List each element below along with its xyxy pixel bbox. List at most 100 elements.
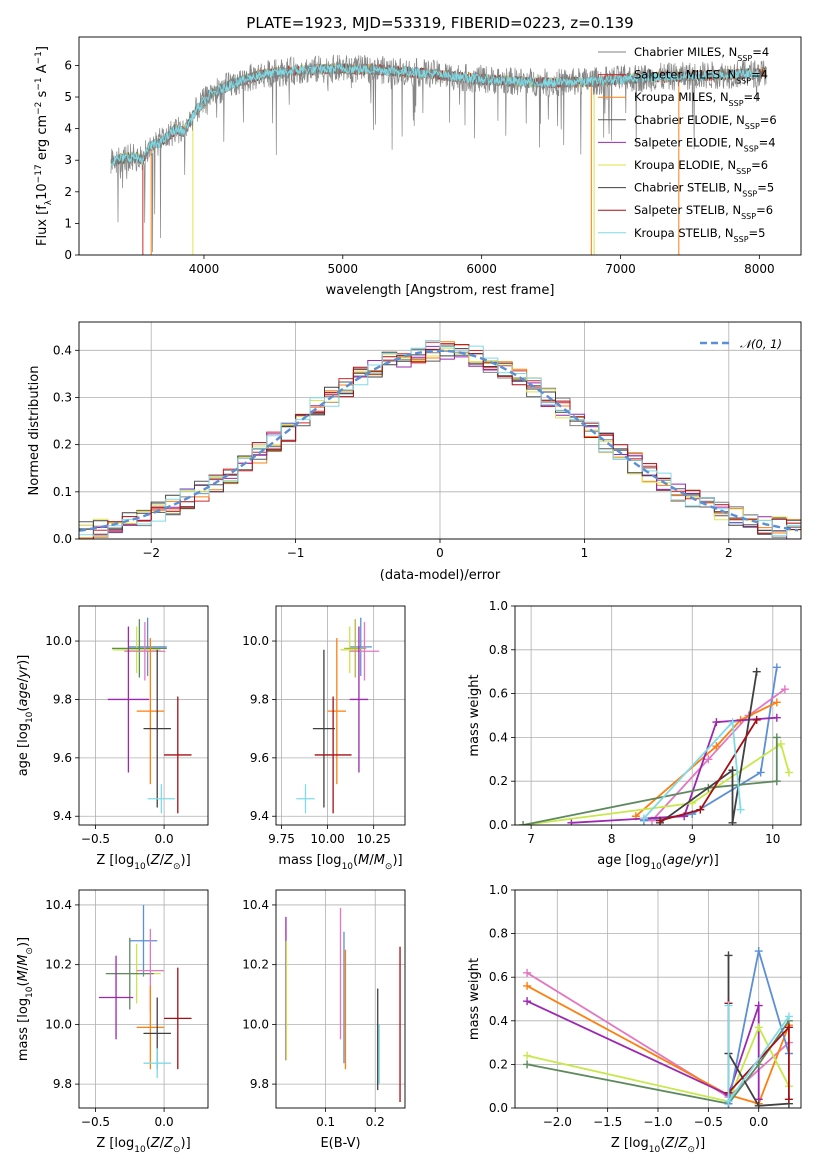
y-tick-label: 2	[64, 185, 72, 199]
weight-marker	[752, 667, 761, 676]
weight-line-lime	[526, 1025, 790, 1103]
x-axis-label: Z [log10(Z/Z⊙)]	[96, 853, 190, 872]
y-tick-label: 10.0	[45, 1017, 72, 1031]
legend-label: Salpeter ELODIE, NSSP=4	[634, 135, 776, 153]
weight-marker	[724, 1001, 733, 1010]
weight-marker	[772, 713, 781, 722]
legend-label: 𝒩(0, 1)	[740, 337, 782, 351]
weight-marker	[724, 1097, 733, 1106]
axes-frame	[514, 605, 802, 826]
x-tick-label: −1.5	[593, 1115, 622, 1129]
y-tick-label: 10.0	[242, 634, 269, 648]
errorbars	[98, 904, 192, 1079]
weight-marker	[772, 663, 781, 672]
spectrum-data	[110, 54, 767, 253]
x-tick-label: 0.0	[749, 1115, 768, 1129]
axes-frame	[78, 889, 209, 1109]
x-tick-label: 1	[581, 546, 589, 560]
x-axis-label: wavelength [Angstrom, rest frame]	[326, 283, 555, 298]
errorbars	[296, 617, 380, 814]
axes-frame	[78, 36, 802, 256]
weight-marker	[567, 818, 576, 825]
chart-title: PLATE=1923, MJD=53319, FIBERID=0223, z=0…	[246, 14, 633, 32]
legend-label: Kroupa ELODIE, NSSP=6	[634, 158, 768, 176]
weight-marker	[728, 718, 737, 727]
y-tick-label: 4	[64, 122, 72, 136]
x-tick-label: 10.25	[356, 832, 390, 846]
weight-marker	[712, 742, 721, 751]
x-tick-label: 0.0	[155, 1115, 174, 1129]
weight-marker	[728, 766, 737, 775]
y-tick-label: 9.8	[250, 1077, 269, 1091]
x-axis-label: age [log10(age/yr)]	[597, 853, 719, 872]
y-tick-label: 10.2	[242, 958, 269, 972]
y-axis-label: Flux [fλ10−17 erg cm−2 s−1 A−1]	[34, 46, 54, 246]
y-tick-label: 6	[64, 58, 72, 72]
x-tick-label: −2	[142, 546, 160, 560]
x-tick-label: 0.2	[366, 1115, 385, 1129]
weight-marker	[728, 818, 737, 825]
weight-marker	[784, 768, 793, 777]
y-tick-label: 0.2	[489, 774, 508, 788]
x-tick-label: 7000	[605, 262, 636, 276]
mass_weight_vs_age-panel: 7 8 9 10 0.0 0.2 0.4 0.6 0.8 1.0 age [log10(age/yr…	[467, 599, 802, 872]
weight-marker	[736, 805, 745, 814]
y-tick-label: 0.1	[53, 485, 72, 499]
weight-marker	[724, 951, 733, 960]
y-axis-label: mass weight	[467, 958, 482, 1040]
y-tick-label: 0.0	[53, 532, 72, 546]
y-tick-label: 0.8	[489, 643, 508, 657]
x-tick-label: 0.1	[316, 1115, 335, 1129]
weight-line-salpeter_elodie	[526, 1000, 760, 1100]
x-tick-label: 2	[725, 546, 733, 560]
weight-line-kroupa_miles	[635, 701, 778, 817]
y-tick-label: 1.0	[489, 599, 508, 613]
y-axis-label: mass [log10(M/M⊙)]	[16, 937, 35, 1061]
age_vs_mass-panel: 9.75 10.00 10.25 9.4 9.6 9.8 10.0 mass [log10(M…	[242, 605, 406, 872]
weight-marker	[523, 981, 532, 990]
weight-marker	[754, 1023, 763, 1032]
axes-frame	[275, 889, 406, 1109]
weight-marker	[523, 1060, 532, 1069]
weight-marker	[523, 997, 532, 1006]
x-tick-label: 9	[688, 832, 696, 846]
y-axis-label: Normed distribution	[27, 366, 42, 496]
residuals-panel: −2 −1 0 1 2 0.0 0.1 0.2 0.3 0.4 (data-model)/error…	[27, 321, 802, 583]
y-tick-label: 0.4	[489, 1014, 508, 1028]
weight-marker	[772, 777, 781, 786]
y-tick-label: 9.6	[53, 751, 72, 765]
spectrum-lines	[110, 54, 767, 255]
x-tick-label: 5000	[328, 262, 359, 276]
x-axis-label: Z [log10(Z/Z⊙)]	[96, 1136, 190, 1155]
weight-marker	[772, 733, 781, 742]
weight-marker	[523, 1051, 532, 1060]
x-tick-label: −1.0	[643, 1115, 672, 1129]
y-tick-label: 10.4	[242, 898, 269, 912]
x-axis-label: Z [log10(Z/Z⊙)]	[611, 1136, 705, 1155]
weight-marker	[756, 768, 765, 777]
y-tick-label: 9.8	[53, 692, 72, 706]
legend-label: Kroupa STELIB, NSSP=5	[634, 226, 765, 244]
x-tick-label: 9.75	[268, 832, 295, 846]
age_vs_Z-panel: −0.5 0.0 9.4 9.6 9.8 10.0 Z [log10(Z/Z⊙)] age […	[16, 605, 209, 872]
x-tick-label: 4000	[189, 262, 220, 276]
y-tick-label: 1	[64, 216, 72, 230]
axes-frame	[78, 605, 209, 826]
residual-histograms	[79, 340, 801, 539]
weight-marker	[696, 805, 705, 814]
y-tick-label: 1.0	[489, 883, 508, 897]
weight-marker	[776, 739, 785, 748]
x-axis-label: E(B-V)	[320, 1136, 360, 1151]
weight-marker	[784, 1095, 793, 1104]
x-tick-label: 10	[765, 832, 780, 846]
y-tick-label: 0.4	[489, 730, 508, 744]
weight-line-green	[522, 737, 778, 825]
weight-marker	[523, 968, 532, 977]
weight-marker	[656, 816, 665, 825]
legend-label: Salpeter STELIB, NSSP=6	[634, 203, 773, 221]
y-tick-label: 10.4	[45, 898, 72, 912]
weight-line-chabrier_stelib	[659, 671, 758, 824]
y-tick-label: 5	[64, 90, 72, 104]
legend-label: Kroupa MILES, NSSP=4	[634, 90, 760, 108]
